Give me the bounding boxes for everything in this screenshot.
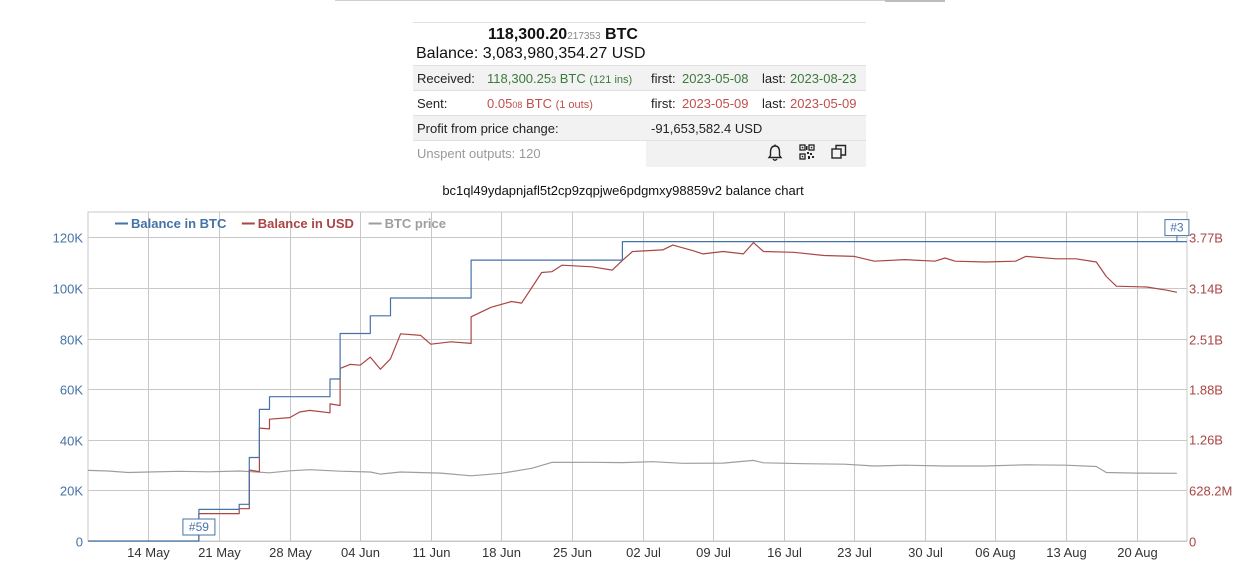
btc-balance-fraction: 217353 (567, 31, 601, 42)
btc-balance: 118,300.20217353 BTC (416, 26, 866, 44)
y-left-tick-label: 40K (60, 434, 83, 449)
x-tick-label: 16 Jul (767, 545, 802, 560)
series-line-balance-in-usd (198, 242, 1178, 541)
flag-box (1164, 219, 1190, 237)
chart-flags: #59 #3 (182, 219, 1190, 541)
plot-frame (87, 211, 1188, 542)
profit-value: -91,653,582.4 USD (651, 121, 763, 136)
chart-series (87, 241, 1187, 542)
chart-legend: Balance in BTC Balance in USD BTC price (115, 216, 446, 231)
action-icons-bar (646, 141, 866, 167)
y-left-tick-label: 80K (60, 333, 83, 348)
y-left-tick-label: 120K (53, 231, 84, 246)
x-tick-label: 18 Jun (482, 545, 521, 560)
received-amount: 118,300.253 BTC (121 ins) (487, 71, 632, 86)
sent-first-label: first: (651, 96, 676, 111)
profit-label: Profit from price change: (417, 121, 559, 136)
chart-title: bc1ql49ydapnjafl5t2cp9zqpjwe6pdgmxy98859… (442, 183, 804, 198)
received-label: Received: (417, 71, 475, 86)
x-tick-label: 06 Aug (975, 545, 1016, 560)
y-left-tick-label: 0 (76, 535, 83, 550)
x-tick-label: 28 May (269, 545, 312, 560)
x-tick-label: 21 May (198, 545, 241, 560)
y-right-tick-label: 1.88B (1189, 383, 1223, 398)
x-tick-label: 23 Jul (837, 545, 872, 560)
received-last-date: 2023-08-23 (790, 71, 857, 86)
x-tick-label: 13 Aug (1046, 545, 1087, 560)
x-tick-label: 30 Jul (908, 545, 943, 560)
qr-code-icon[interactable] (799, 144, 815, 163)
sent-amount-fraction: 08 (512, 100, 523, 110)
received-amount-fraction: 3 (551, 75, 557, 85)
x-tick-label: 04 Jun (341, 545, 380, 560)
horizontal-scroll-thumb[interactable] (885, 0, 945, 2)
bell-icon[interactable] (767, 144, 783, 165)
btc-balance-main: 118,300.20 (488, 26, 568, 43)
series-line-btc-price (87, 459, 1177, 477)
y-left-tick-label: 60K (60, 383, 83, 398)
x-tick-label: 11 Jun (412, 545, 450, 560)
profit-row: Profit from price change: -91,653,582.4 … (413, 115, 866, 140)
x-tick-label: 09 Jul (696, 545, 731, 560)
y-right-tick-label: 628.2M (1189, 484, 1232, 499)
y-left-tick-label: 100K (53, 282, 84, 297)
x-tick-label: 02 Jul (626, 545, 661, 560)
received-unit: BTC (559, 71, 586, 86)
received-last-label: last: (762, 71, 786, 86)
flag-label: #59 (189, 520, 209, 534)
copy-icon[interactable] (831, 144, 847, 163)
legend-item: Balance in USD (258, 216, 354, 231)
received-count: (121 ins) (589, 74, 633, 86)
x-tick-label: 25 Jun (553, 545, 592, 560)
unspent-outputs[interactable]: Unspent outputs: 120 (417, 146, 541, 161)
y-left-tick-label: 20K (60, 484, 83, 499)
y-right-tick-label: 2.51B (1189, 333, 1223, 348)
x-tick-label: 14 May (127, 545, 170, 560)
sent-amount-main: 0.05 (487, 96, 513, 111)
sent-amount: 0.0508 BTC (1 outs) (487, 96, 593, 111)
sent-count: (1 outs) (555, 99, 593, 111)
flag-box (182, 518, 216, 536)
received-row: Received: 118,300.253 BTC (121 ins) firs… (413, 65, 866, 90)
sent-last-label: last: (762, 96, 786, 111)
legend-item: Balance in BTC (131, 216, 227, 231)
received-amount-main: 118,300.25 (487, 71, 552, 86)
sent-first-date: 2023-05-09 (682, 96, 749, 111)
received-first-label: first: (651, 71, 676, 86)
received-first-date: 2023-05-08 (682, 71, 749, 86)
y-right-tick-label: 0 (1189, 535, 1196, 550)
btc-unit: BTC (605, 26, 638, 43)
series-line-balance-in-btc (88, 241, 1187, 542)
sent-label: Sent: (417, 96, 448, 111)
usd-balance: Balance: 3,083,980,354.27 USD (416, 45, 866, 63)
y-right-tick-label: 3.77B (1189, 231, 1223, 246)
unspent-row: Unspent outputs: 120 (413, 140, 866, 167)
balance-usd-value: 3,083,980,354.27 USD (482, 45, 646, 62)
chart-axes: 14 May 21 May 28 May 04 Jun 11 Jun 18 Jun 25 J… (53, 231, 1233, 561)
y-right-tick-label: 3.14B (1189, 282, 1223, 297)
balance-label: Balance: (416, 45, 479, 62)
legend-item: BTC price (385, 216, 446, 231)
sent-last-date: 2023-05-09 (790, 96, 857, 111)
x-tick-label: 20 Aug (1117, 545, 1158, 560)
address-summary: 118,300.20217353 BTC Balance: 3,083,980,… (413, 22, 866, 167)
y-right-tick-label: 1.26B (1189, 433, 1223, 448)
page-top-divider (335, 0, 945, 1)
chart-grid (87, 211, 1188, 542)
sent-row: Sent: 0.0508 BTC (1 outs) first: 2023-05… (413, 90, 866, 115)
balance-header: 118,300.20217353 BTC Balance: 3,083,980,… (413, 22, 866, 65)
sent-unit: BTC (525, 96, 552, 111)
flag-label: #3 (1170, 221, 1184, 235)
